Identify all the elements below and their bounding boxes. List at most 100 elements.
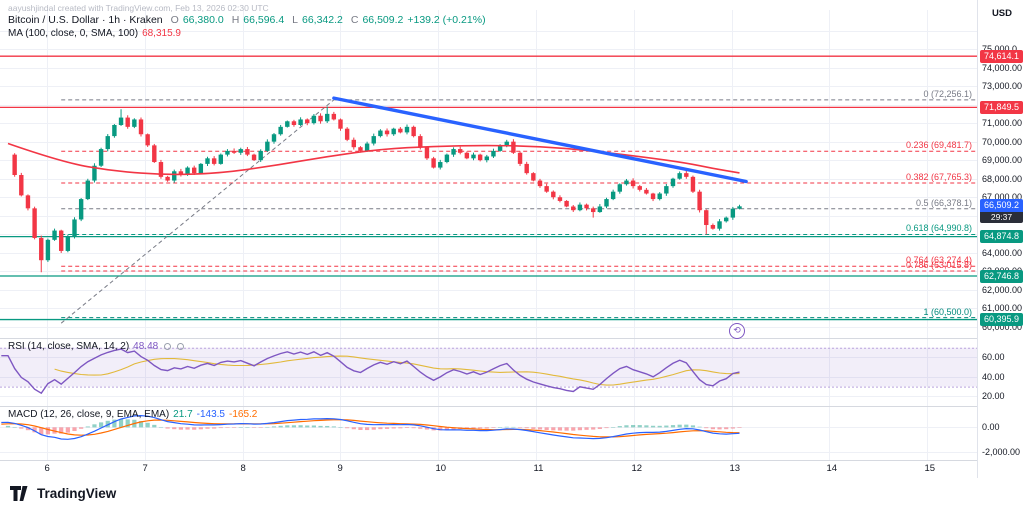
macd-histogram-bar: [677, 424, 682, 428]
candle-body: [504, 141, 509, 146]
candle-body: [384, 130, 390, 135]
candle-body: [630, 180, 636, 187]
macd-histogram-bar: [644, 425, 649, 428]
symbol-legend[interactable]: Bitcoin / U.S. Dollar · 1h · Kraken O 66…: [8, 14, 486, 26]
candle-body: [398, 128, 403, 133]
macd-histogram-bar: [99, 422, 104, 428]
macd-histogram-bar: [478, 427, 483, 429]
macd-histogram-bar: [444, 427, 449, 431]
candle-body: [524, 163, 529, 174]
candle-body: [591, 208, 596, 213]
candle-body: [704, 210, 709, 226]
chart-canvas[interactable]: [0, 0, 977, 478]
fib-level-label: 0.5 (66,378.1): [915, 197, 972, 208]
candle-body: [551, 191, 556, 198]
macd-histogram-bar: [5, 425, 11, 428]
price-tick: 68,000.00: [982, 173, 1023, 184]
macd-histogram-bar: [597, 427, 602, 429]
symbol-title[interactable]: Bitcoin / U.S. Dollar · 1h · Kraken: [8, 14, 163, 26]
ohlc-open-label: O: [170, 14, 179, 26]
candle-body: [564, 200, 569, 207]
candle-body: [364, 143, 370, 151]
time-tick: 8: [240, 463, 246, 474]
candle-body: [152, 145, 157, 163]
macd-histogram-bar: [318, 425, 323, 428]
macd-histogram-bar: [584, 427, 589, 430]
macd-histogram-bar: [611, 427, 616, 428]
candle-body: [285, 121, 290, 127]
candle-body: [45, 239, 51, 261]
price-badge: 62,746.8: [980, 269, 1023, 283]
macd-histogram-bar: [112, 419, 117, 428]
ma-100-line: [7, 142, 740, 176]
candle-body: [710, 225, 716, 229]
candle-body: [118, 117, 124, 125]
macd-histogram-bar: [577, 427, 582, 431]
macd-histogram-bar: [670, 425, 676, 428]
candle-body: [85, 180, 90, 200]
ma-legend[interactable]: MA (100, close, 0, SMA, 100) 68,315.9: [8, 28, 181, 39]
candle-body: [650, 193, 656, 200]
candle-body: [531, 173, 536, 181]
macd-histogram-bar: [305, 425, 310, 428]
macd-signal-value: -165.2: [229, 409, 258, 420]
rsi-legend[interactable]: RSI (14, close, SMA, 14, 2) 48.48: [8, 341, 185, 352]
macd-histogram-bar: [737, 427, 742, 428]
current-price-value: 66,509.2: [980, 199, 1023, 212]
macd-histogram-bar: [345, 427, 350, 429]
fib-level-label: 0.382 (67,765.3): [905, 172, 972, 183]
candle-body: [92, 165, 97, 181]
macd-histogram-bar: [398, 427, 403, 429]
macd-histogram-bar: [251, 427, 257, 428]
candle-body: [371, 136, 376, 144]
candle-body: [311, 115, 317, 124]
macd-histogram-bar: [12, 426, 17, 428]
ohlc-open-value: 66,380.0: [182, 14, 224, 26]
macd-hist-value: 21.7: [173, 409, 193, 420]
rsi-tick: 20.00: [982, 391, 1005, 402]
price-tick: 73,000.00: [982, 81, 1023, 92]
candle-body: [218, 154, 223, 164]
macd-histogram-bar: [325, 425, 330, 428]
change-value: +139.2 (+0.21%): [407, 14, 486, 26]
candle-body: [178, 171, 184, 175]
macd-histogram-bar: [39, 427, 44, 435]
macd-histogram-bar: [285, 425, 290, 428]
candle-body: [231, 150, 237, 153]
tradingview-logo[interactable]: TradingView: [10, 486, 116, 501]
macd-histogram-bar: [125, 419, 130, 428]
time-tick: 15: [924, 463, 936, 474]
price-axis[interactable]: USD 66,509.2 29:37 75,000.0 74,000.00 73,0…: [977, 0, 1024, 478]
macd-histogram-bar: [232, 427, 237, 428]
macd-histogram-bar: [484, 427, 489, 429]
candle-body: [65, 236, 71, 251]
time-axis[interactable]: 6 7 8 9 10 11 12 13 14 15: [0, 460, 977, 478]
candle-body: [12, 154, 17, 175]
candle-body: [544, 186, 549, 192]
candle-body: [677, 173, 682, 179]
macd-histogram-bar: [631, 425, 636, 428]
candle-body: [637, 186, 642, 190]
candle-body: [670, 178, 676, 187]
macd-histogram-bar: [730, 427, 735, 429]
macd-histogram-bar: [351, 427, 356, 430]
macd-legend[interactable]: MACD (12, 26, close, 9, EMA, EMA) 21.7 -…: [8, 409, 257, 420]
candle-body: [278, 126, 283, 135]
candle-body: [25, 195, 31, 209]
macd-histogram-bar: [657, 425, 662, 428]
candle-body: [271, 134, 277, 142]
rsi-tick: 60.00: [982, 352, 1005, 363]
candle-body: [418, 136, 423, 148]
macd-histogram-bar: [258, 427, 263, 428]
candle-body: [344, 128, 350, 140]
candle-body: [318, 115, 323, 122]
chart-marker-icon[interactable]: ⟲: [729, 323, 745, 339]
candle-body: [458, 149, 463, 153]
macd-histogram-bar: [404, 427, 410, 428]
macd-histogram-bar: [384, 427, 390, 429]
macd-histogram-bar: [165, 427, 170, 429]
candle-body: [32, 208, 37, 238]
time-tick: 13: [729, 463, 741, 474]
candle-body: [331, 113, 337, 120]
ohlc-close-label: C: [350, 14, 359, 26]
